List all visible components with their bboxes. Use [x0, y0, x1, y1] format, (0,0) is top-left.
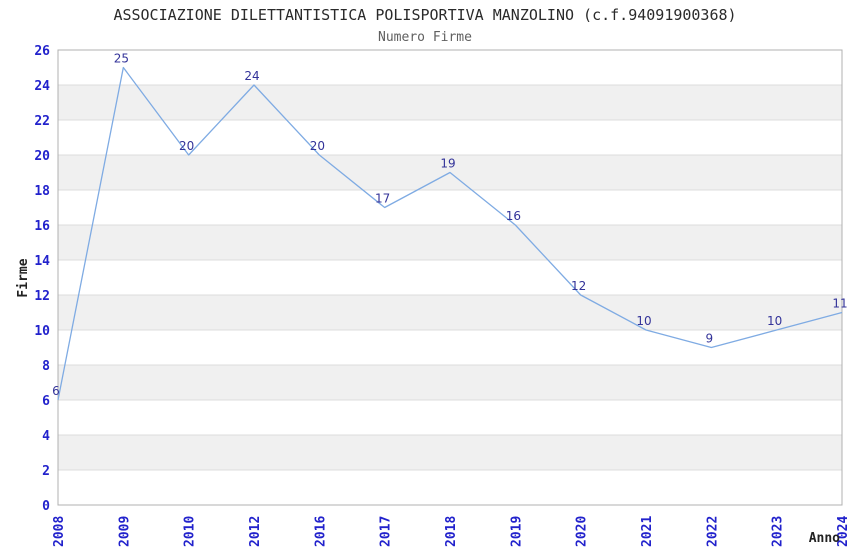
x-tick-label: 2022 [705, 516, 720, 547]
chart-subtitle: Numero Firme [378, 30, 472, 45]
y-tick-label: 14 [34, 254, 50, 269]
y-tick-label: 2 [42, 464, 50, 479]
point-label: 9 [706, 332, 714, 346]
x-tick-label: 2008 [52, 516, 67, 547]
point-label: 11 [832, 297, 847, 311]
x-tick-label: 2019 [509, 516, 524, 547]
point-label: 17 [375, 192, 390, 206]
y-tick-label: 6 [42, 394, 50, 409]
x-tick-label: 2009 [117, 516, 132, 547]
x-tick-label: 2016 [313, 516, 328, 547]
y-tick-label: 10 [34, 324, 50, 339]
plot-band [58, 260, 842, 295]
point-label: 10 [767, 314, 782, 328]
x-tick-label: 2018 [444, 516, 459, 547]
plot-band [58, 400, 842, 435]
x-tick-label: 2021 [640, 516, 655, 547]
y-axis-title: Firme [16, 258, 31, 297]
y-tick-label: 26 [34, 44, 50, 59]
y-tick-label: 4 [42, 429, 50, 444]
plot-band [58, 435, 842, 470]
x-axis-title: Anno [809, 531, 840, 546]
x-tick-label: 2024 [836, 516, 850, 547]
point-label: 10 [636, 314, 651, 328]
point-label: 6 [52, 384, 60, 398]
y-tick-label: 18 [34, 184, 50, 199]
point-label: 20 [179, 139, 194, 153]
point-label: 20 [310, 139, 325, 153]
plot-band [58, 190, 842, 225]
plot-band [58, 365, 842, 400]
x-tick-label: 2017 [379, 516, 394, 547]
point-label: 12 [571, 279, 586, 293]
plot-border [57, 49, 843, 506]
y-tick-label: 20 [34, 149, 50, 164]
plot-band [58, 330, 842, 365]
plot-band [58, 120, 842, 155]
plot-band [58, 470, 842, 505]
chart-title: ASSOCIAZIONE DILETTANTISTICA POLISPORTIV… [113, 6, 736, 24]
point-label: 19 [440, 157, 455, 171]
y-tick-label: 16 [34, 219, 50, 234]
x-tick-label: 2010 [183, 516, 198, 547]
point-label: 16 [506, 209, 521, 223]
x-tick-label: 2023 [771, 516, 786, 547]
plot-band [58, 225, 842, 260]
x-tick-label: 2020 [575, 516, 590, 547]
plot-band [58, 85, 842, 120]
data-line [57, 66, 843, 401]
point-label: 24 [244, 69, 259, 83]
y-tick-label: 12 [34, 289, 50, 304]
plot-band [58, 295, 842, 330]
y-tick-label: 24 [34, 79, 50, 94]
x-tick-label: 2012 [248, 516, 263, 547]
y-tick-label: 0 [42, 499, 50, 514]
y-tick-label: 22 [34, 114, 50, 129]
point-label: 25 [114, 52, 129, 66]
y-tick-label: 8 [42, 359, 50, 374]
plot-band [58, 50, 842, 85]
